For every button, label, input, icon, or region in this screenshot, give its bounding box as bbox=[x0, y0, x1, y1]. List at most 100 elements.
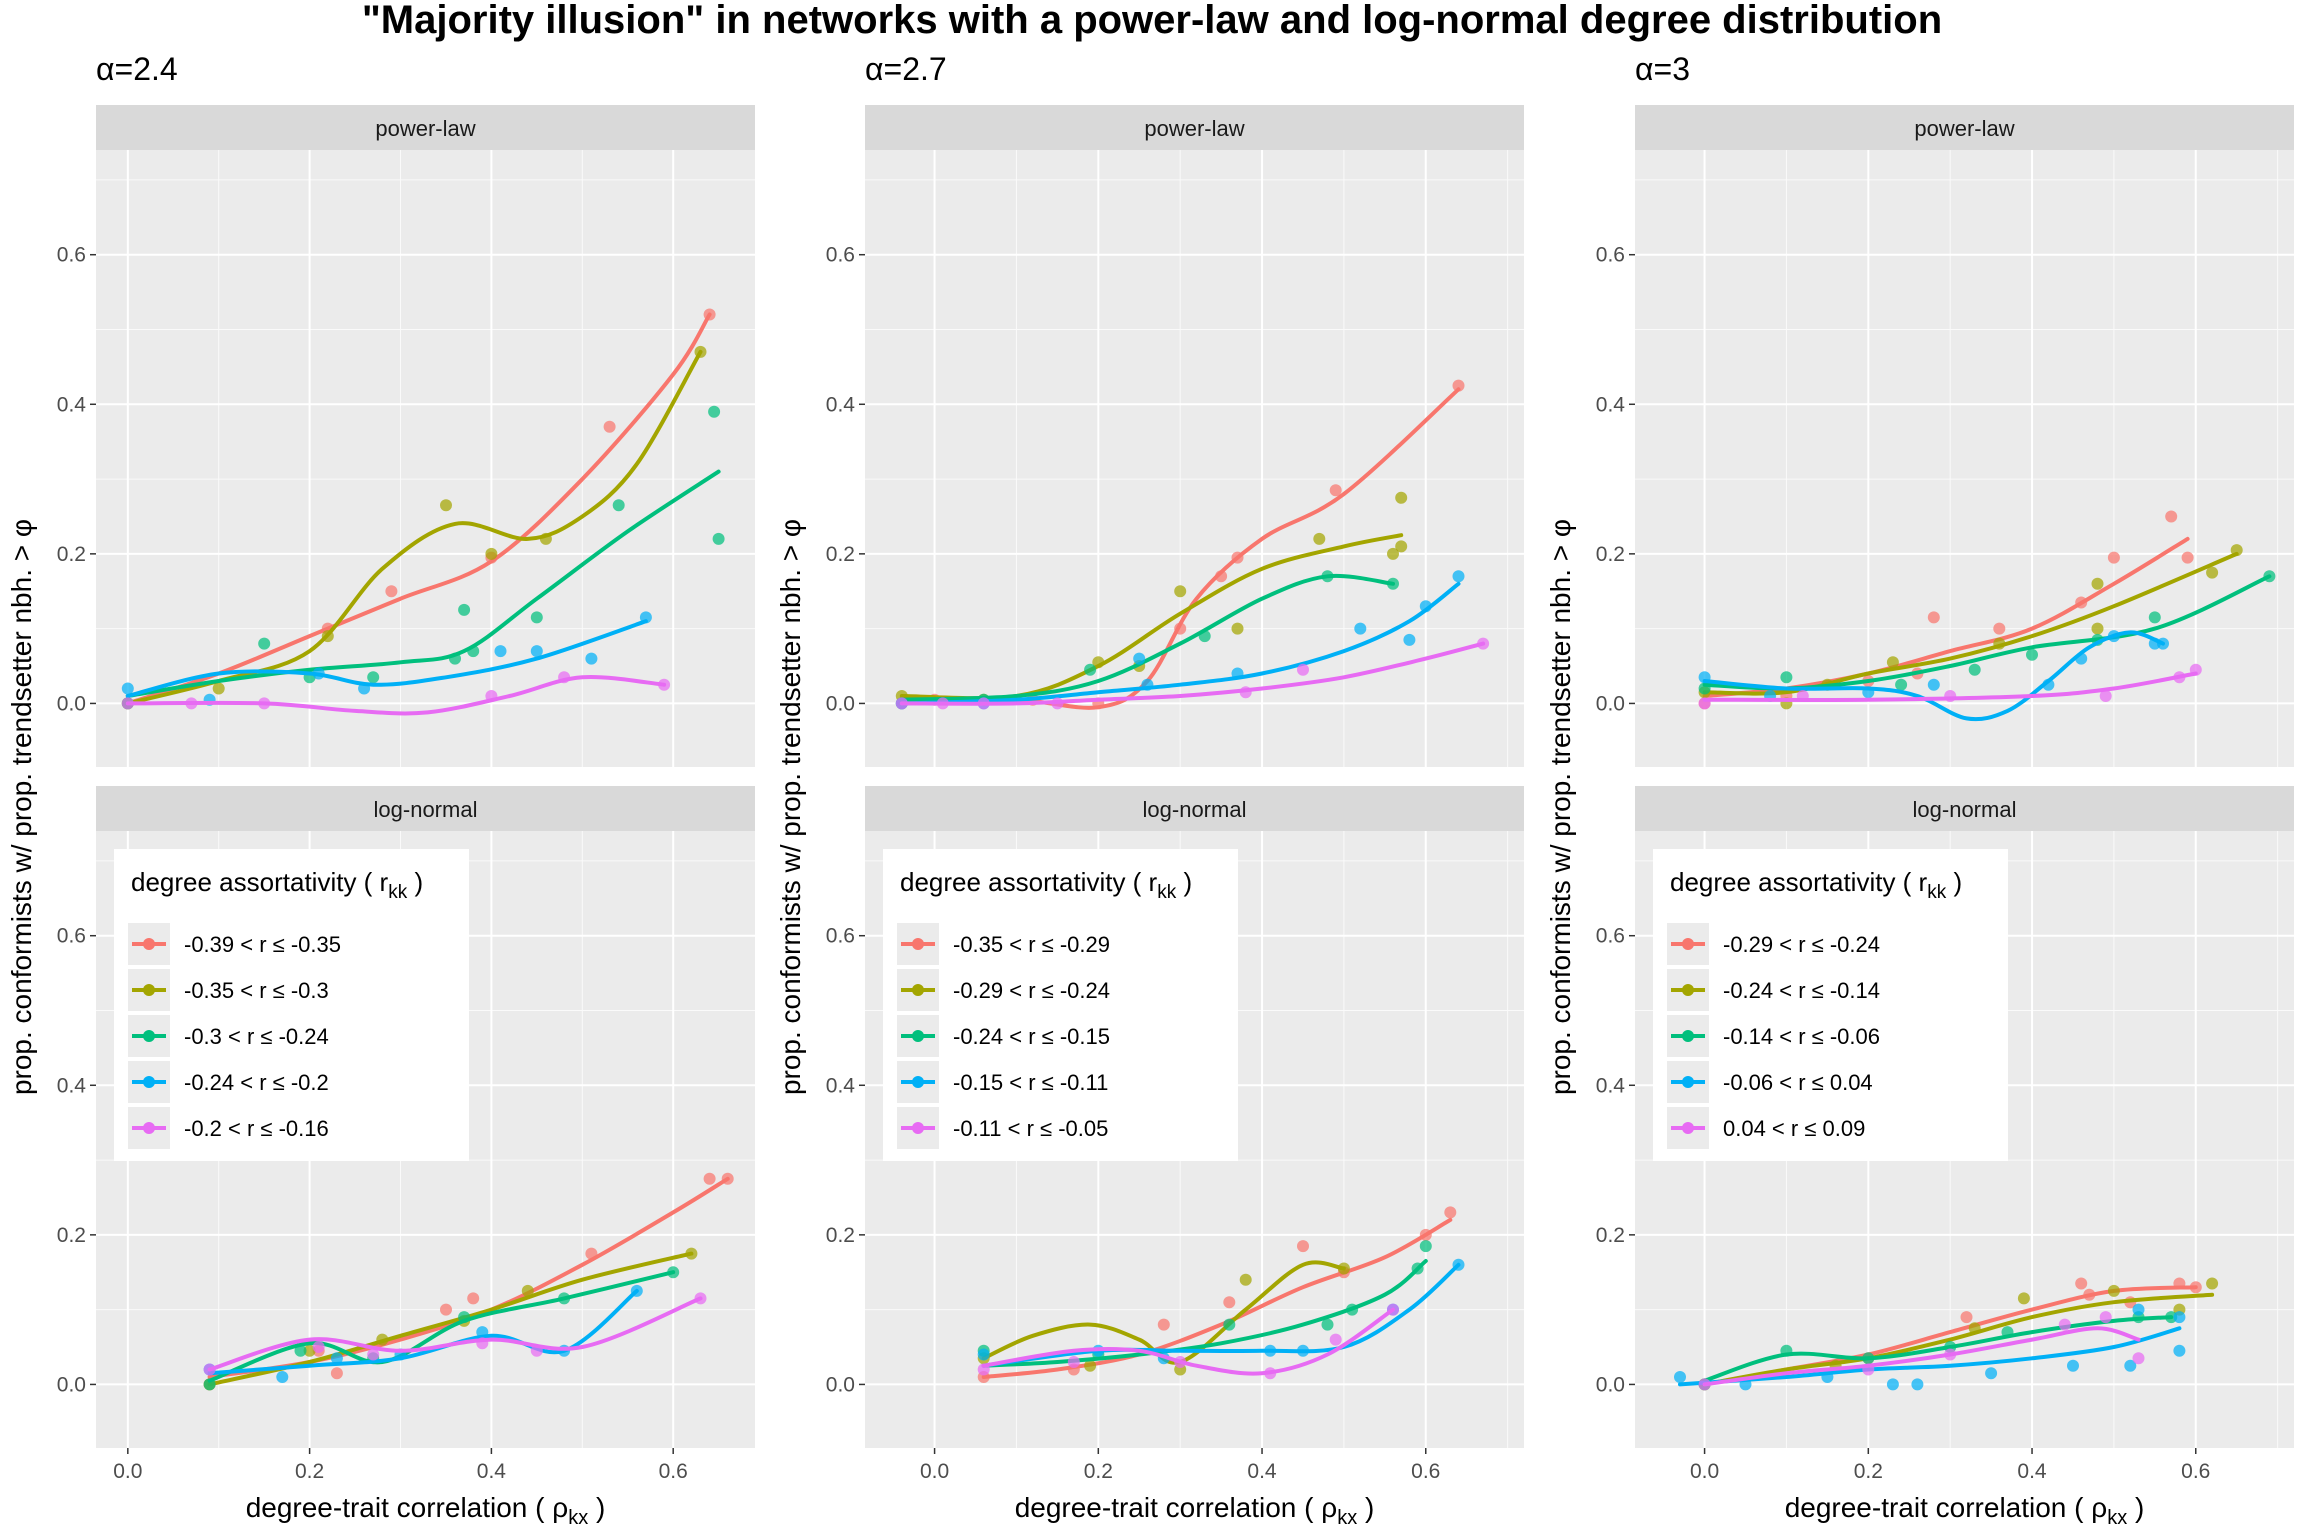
data-point bbox=[2075, 1277, 2088, 1290]
legend-item: -0.29 < r ≤ -0.24 bbox=[897, 969, 1110, 1011]
legend-item: -0.11 < r ≤ -0.05 bbox=[897, 1107, 1108, 1149]
legend-item: -0.3 < r ≤ -0.24 bbox=[128, 1015, 329, 1057]
x-axis-title: degree-trait correlation ( ρkx ) bbox=[1015, 1492, 1375, 1529]
legend-item: -0.2 < r ≤ -0.16 bbox=[128, 1107, 329, 1149]
y-tick-label: 0.4 bbox=[57, 393, 87, 416]
y-axis-title: prop. conformists w/ prop. trendsetter n… bbox=[6, 519, 37, 1095]
series-line bbox=[125, 619, 648, 698]
column-3: α=3 power-law 0.0 0.2 0.4 0.6 log-normal 0.0 0.2… bbox=[1545, 51, 2294, 1529]
data-point bbox=[2099, 1311, 2112, 1324]
data-point bbox=[1780, 671, 1793, 684]
data-point bbox=[2173, 1311, 2186, 1324]
data-point bbox=[1084, 1359, 1097, 1372]
data-point bbox=[367, 671, 380, 684]
y-tick-label: 0.6 bbox=[826, 244, 855, 267]
legend-label: -0.24 < r ≤ -0.2 bbox=[184, 1070, 329, 1095]
data-point bbox=[312, 1341, 325, 1353]
data-point bbox=[2091, 622, 2104, 635]
x-axis-title: degree-trait correlation ( ρkx ) bbox=[246, 1492, 606, 1529]
y-tick-label: 0.0 bbox=[826, 692, 855, 715]
y-axis-title: prop. conformists w/ prop. trendsetter n… bbox=[775, 519, 806, 1095]
legend-label: 0.04 < r ≤ 0.09 bbox=[1723, 1116, 1865, 1141]
data-point bbox=[1395, 540, 1408, 553]
data-point bbox=[2026, 648, 2038, 661]
column-title: α=3 bbox=[1635, 51, 1690, 87]
x-tick-label: 0.2 bbox=[1854, 1460, 1883, 1483]
legend-key-point bbox=[1682, 984, 1694, 996]
panel-power-law: power-law 0.0 0.2 0.4 0.6 bbox=[1596, 105, 2294, 767]
legend-box bbox=[1653, 849, 2008, 1161]
data-point bbox=[1084, 663, 1097, 676]
data-layer bbox=[203, 1172, 734, 1391]
data-layer bbox=[977, 1206, 1465, 1383]
legend-label: -0.29 < r ≤ -0.24 bbox=[953, 978, 1110, 1003]
x-tick-label: 0.6 bbox=[659, 1460, 688, 1483]
data-point bbox=[1174, 585, 1187, 598]
legend-key-point bbox=[1682, 938, 1694, 950]
data-point bbox=[530, 611, 543, 624]
data-point bbox=[530, 645, 543, 658]
y-tick-label: 0.0 bbox=[826, 1373, 855, 1396]
data-point bbox=[521, 1284, 534, 1297]
main-title: "Majority illusion" in networks with a p… bbox=[362, 0, 1942, 42]
data-point bbox=[2165, 510, 2178, 523]
data-point bbox=[2132, 1352, 2145, 1365]
legend-label: -0.35 < r ≤ -0.29 bbox=[953, 932, 1110, 957]
y-tick-label: 0.2 bbox=[826, 543, 855, 566]
data-point bbox=[330, 1352, 343, 1365]
data-point bbox=[708, 405, 721, 418]
strip-label: power-law bbox=[1914, 116, 2014, 141]
column-title: α=2.7 bbox=[865, 51, 947, 87]
y-tick-label: 0.0 bbox=[57, 1373, 86, 1396]
data-point bbox=[1895, 678, 1908, 691]
data-point bbox=[1067, 1356, 1080, 1368]
strip bbox=[1635, 786, 2294, 831]
legend-label: -0.14 < r ≤ -0.06 bbox=[1723, 1024, 1880, 1049]
x-tick-label: 0.6 bbox=[2181, 1460, 2210, 1483]
series-line bbox=[1678, 1326, 2182, 1387]
data-point bbox=[1297, 663, 1309, 676]
strip-label: power-law bbox=[375, 116, 475, 141]
series-line bbox=[1702, 1292, 2215, 1387]
data-layer bbox=[1698, 510, 2276, 722]
x-tick-label: 0.4 bbox=[2017, 1460, 2047, 1483]
data-point bbox=[2148, 611, 2161, 624]
series-line bbox=[1702, 1326, 2141, 1387]
data-point bbox=[121, 682, 134, 695]
y-tick-label: 0.4 bbox=[57, 1074, 87, 1097]
x-tick-label: 0.4 bbox=[1247, 1460, 1277, 1483]
legend: degree assortativity ( rkk )-0.39 < r ≤ … bbox=[114, 849, 469, 1161]
data-point bbox=[612, 499, 625, 512]
legend: degree assortativity ( rkk )-0.35 < r ≤ … bbox=[883, 849, 1238, 1161]
legend-box bbox=[114, 849, 469, 1161]
x-axis-title: degree-trait correlation ( ρkx ) bbox=[1785, 1492, 2145, 1529]
legend-item: -0.06 < r ≤ 0.04 bbox=[1667, 1061, 1873, 1103]
column-1: α=2.4 power-law 0.0 0.2 0.4 0.6 log-normal 0.0 0… bbox=[6, 51, 755, 1529]
series-line bbox=[125, 469, 721, 698]
data-point bbox=[385, 585, 398, 598]
data-point bbox=[2099, 690, 2112, 702]
y-tick-label: 0.6 bbox=[1596, 244, 1625, 267]
data-point bbox=[977, 1348, 990, 1361]
x-tick-label: 0.6 bbox=[1411, 1460, 1440, 1483]
legend-item: 0.04 < r ≤ 0.09 bbox=[1667, 1107, 1865, 1149]
series-line bbox=[899, 641, 1486, 706]
series-line bbox=[1702, 551, 2239, 696]
series-line bbox=[125, 675, 667, 716]
data-layer bbox=[121, 308, 725, 716]
gridlines bbox=[96, 150, 755, 767]
y-tick-label: 0.6 bbox=[826, 925, 855, 948]
series-line bbox=[899, 573, 1395, 702]
series-line bbox=[1702, 671, 2198, 702]
y-tick-label: 0.4 bbox=[826, 393, 856, 416]
x-tick-label: 0.4 bbox=[477, 1460, 507, 1483]
legend-label: -0.35 < r ≤ -0.3 bbox=[184, 978, 329, 1003]
data-point bbox=[1419, 1240, 1432, 1253]
strip bbox=[96, 786, 755, 831]
legend-item: -0.24 < r ≤ -0.14 bbox=[1667, 969, 1880, 1011]
plot-background bbox=[865, 150, 1524, 767]
y-tick-label: 0.4 bbox=[826, 1074, 856, 1097]
panel-power-law: power-law 0.0 0.2 0.4 0.6 bbox=[57, 105, 755, 767]
legend-key-point bbox=[912, 984, 924, 996]
